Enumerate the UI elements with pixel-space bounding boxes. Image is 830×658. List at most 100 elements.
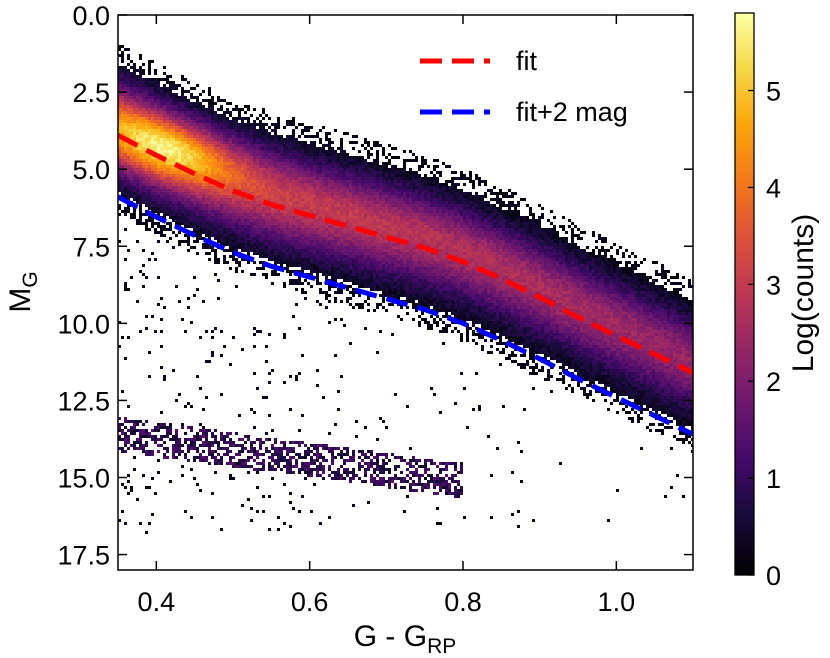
density-cell-1088: [172, 93, 175, 96]
density-cell-4764: [364, 195, 367, 198]
density-cell-77: [121, 102, 124, 105]
density-cell-1949: [214, 255, 217, 258]
density-cell-2090: [223, 141, 226, 144]
density-cell-4123: [328, 252, 331, 255]
density-cell-3791: [310, 273, 313, 276]
density-cell-3081: [274, 213, 277, 216]
density-cell-403: [136, 177, 139, 180]
density-cell-1871: [211, 189, 214, 192]
density-cell-1747: [205, 186, 208, 189]
density-cell-2158: [226, 177, 229, 180]
density-cell-148: [124, 144, 127, 147]
density-cell-2395: [238, 204, 241, 207]
density-cell-1340: [184, 174, 187, 177]
density-cell-4673: [358, 246, 361, 249]
density-cell-3679: [304, 297, 307, 300]
density-cell-2945: [268, 153, 271, 156]
density-cell-2625: [250, 219, 253, 222]
density-cell-2584: [247, 435, 250, 438]
density-cell-579: [145, 171, 148, 174]
density-cell-303: [130, 429, 133, 432]
density-cell-0: [118, 45, 121, 48]
density-cell-1746: [205, 183, 208, 186]
density-cell-3619: [301, 282, 304, 285]
density-cell-2114: [223, 213, 226, 216]
density-cell-2387: [238, 180, 241, 183]
density-cell-355: [133, 210, 136, 213]
density-cell-1180: [175, 204, 178, 207]
density-cell-4106: [328, 201, 331, 204]
density-cell-2855: [262, 219, 265, 222]
density-cell-537: [142, 264, 145, 267]
density-cell-3999: [322, 219, 325, 222]
density-cell-1091: [172, 102, 175, 105]
density-cell-1242: [178, 219, 181, 222]
density-cell-2902: [265, 186, 268, 189]
density-cell-3034: [271, 249, 274, 252]
density-cell-779: [154, 222, 157, 225]
density-cell-4846: [367, 267, 370, 270]
density-cell-4327: [340, 189, 343, 192]
density-cell-307: [130, 489, 133, 492]
density-cell-2739: [256, 219, 259, 222]
density-cell-1061: [169, 177, 172, 180]
density-cell-4253: [334, 456, 337, 459]
density-cell-3546: [298, 234, 301, 237]
density-cell-1892: [211, 354, 214, 357]
density-cell-3714: [307, 210, 310, 213]
density-cell-4397: [343, 228, 346, 231]
density-cell-590: [145, 204, 148, 207]
density-cell-1198: [175, 450, 178, 453]
density-cell-294: [130, 192, 133, 195]
density-cell-4031: [325, 144, 328, 147]
density-cell-4510: [349, 246, 352, 249]
density-cell-386: [136, 126, 139, 129]
density-cell-190: [127, 63, 130, 66]
density-cell-2279: [232, 201, 235, 204]
density-cell-3011: [271, 180, 274, 183]
density-cell-4874: [370, 189, 373, 192]
density-cell-1924: [214, 174, 217, 177]
density-cell-2494: [244, 159, 247, 162]
density-cell-1144: [175, 96, 178, 99]
density-cell-3869: [316, 183, 319, 186]
density-cell-1128: [172, 213, 175, 216]
density-cell-2808: [259, 252, 262, 255]
density-cell-1238: [178, 207, 181, 210]
density-cell-4730: [361, 252, 364, 255]
density-cell-2231: [229, 234, 232, 237]
density-cell-1566: [196, 162, 199, 165]
density-cell-3696: [307, 156, 310, 159]
density-cell-2558: [247, 186, 250, 189]
density-cell-825: [157, 183, 160, 186]
density-cell-2043: [220, 174, 223, 177]
density-cell-4063: [325, 243, 328, 246]
density-cell-1503: [193, 153, 196, 156]
density-cell-705: [151, 177, 154, 180]
density-cell-2026: [220, 123, 223, 126]
density-cell-27: [118, 138, 121, 141]
density-cell-4297: [337, 270, 340, 273]
density-cell-2692: [253, 252, 256, 255]
density-cell-1809: [208, 183, 211, 186]
density-cell-2018: [217, 459, 220, 462]
density-cell-981: [166, 105, 169, 108]
density-cell-458: [139, 165, 142, 168]
density-cell-4086: [328, 141, 331, 144]
density-cell-1127: [172, 210, 175, 213]
density-cell-3135: [277, 198, 280, 201]
density-cell-2405: [238, 234, 241, 237]
density-cell-3212: [280, 441, 283, 444]
density-cell-3045: [271, 453, 274, 456]
density-cell-818: [157, 162, 160, 165]
density-cell-4589: [352, 477, 355, 480]
density-cell-67: [121, 72, 124, 75]
density-cell-112: [121, 390, 124, 393]
density-cell-2414: [238, 414, 241, 417]
density-cell-712: [151, 198, 154, 201]
density-cell-1035: [169, 99, 172, 102]
density-cell-3077: [274, 201, 277, 204]
density-cell-3761: [310, 183, 313, 186]
density-cell-3355: [289, 198, 292, 201]
density-cell-4755: [364, 168, 367, 171]
